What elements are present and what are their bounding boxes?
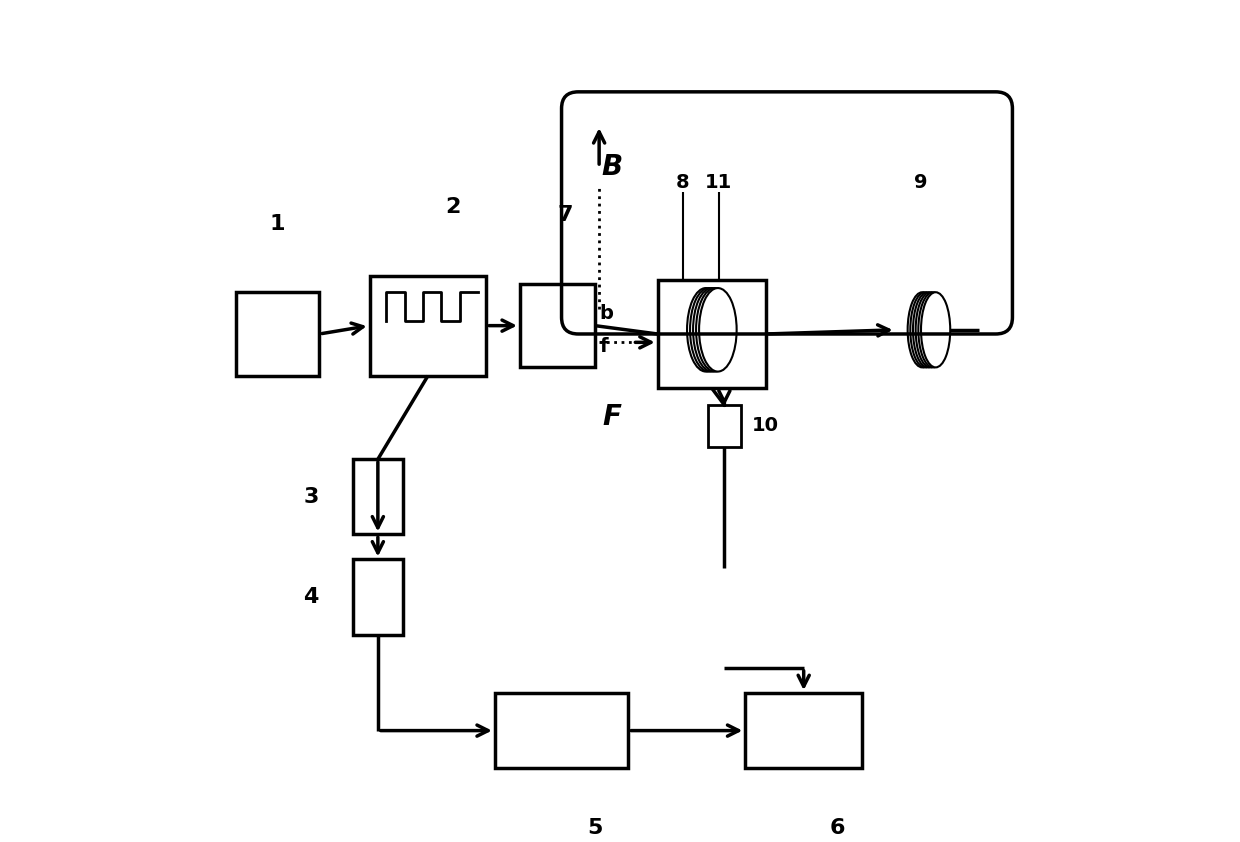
FancyBboxPatch shape: [236, 292, 320, 376]
Text: b: b: [599, 304, 613, 322]
Ellipse shape: [687, 288, 724, 371]
FancyBboxPatch shape: [495, 693, 629, 768]
Ellipse shape: [699, 288, 737, 371]
Text: 9: 9: [914, 173, 928, 192]
Text: 5: 5: [588, 818, 603, 839]
Ellipse shape: [919, 292, 947, 367]
Text: 1: 1: [270, 214, 285, 234]
Ellipse shape: [689, 288, 728, 371]
Ellipse shape: [693, 288, 730, 371]
Text: 3: 3: [304, 487, 319, 507]
Ellipse shape: [915, 292, 945, 367]
Text: 6: 6: [830, 818, 844, 839]
Ellipse shape: [913, 292, 942, 367]
Text: B: B: [601, 153, 622, 181]
Ellipse shape: [696, 288, 734, 371]
FancyBboxPatch shape: [353, 559, 403, 635]
FancyBboxPatch shape: [353, 459, 403, 535]
Text: 2: 2: [445, 197, 461, 217]
FancyBboxPatch shape: [745, 693, 862, 768]
Text: 10: 10: [751, 416, 779, 435]
FancyBboxPatch shape: [370, 275, 486, 376]
Ellipse shape: [908, 292, 937, 367]
Ellipse shape: [921, 292, 950, 367]
Text: 11: 11: [704, 173, 732, 192]
Text: 8: 8: [676, 173, 689, 192]
Ellipse shape: [910, 292, 940, 367]
Text: 4: 4: [304, 587, 319, 607]
FancyBboxPatch shape: [708, 405, 742, 447]
FancyBboxPatch shape: [520, 284, 595, 367]
FancyBboxPatch shape: [657, 280, 766, 388]
Text: F: F: [603, 403, 621, 431]
Text: f: f: [599, 337, 608, 356]
Text: 7: 7: [558, 205, 573, 226]
